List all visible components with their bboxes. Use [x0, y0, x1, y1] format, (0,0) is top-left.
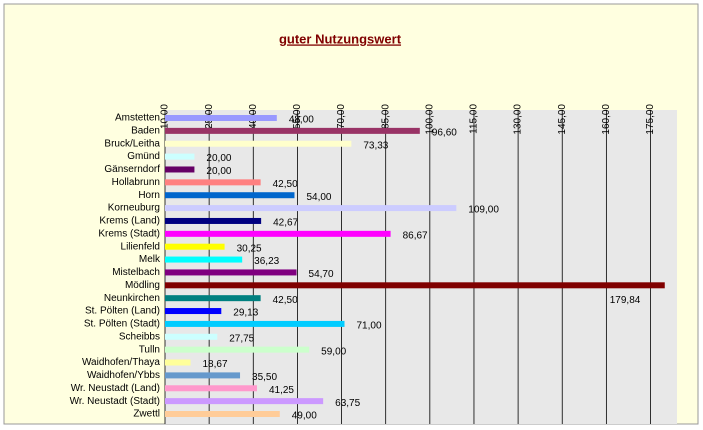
value-label: 42,50	[273, 179, 298, 190]
y-tick-label: Krems (Stadt)	[98, 228, 160, 239]
bar	[165, 115, 277, 121]
value-label: 18,67	[203, 359, 228, 370]
value-label: 27,75	[229, 333, 254, 344]
bar	[165, 308, 222, 315]
y-tick-label: Zwettl	[133, 409, 160, 420]
bar	[165, 359, 191, 366]
y-tick-label: Hollabrunn	[112, 177, 160, 188]
value-label: 54,70	[309, 269, 334, 280]
value-label: 36,23	[254, 256, 279, 267]
x-tick-label: 100,00	[424, 104, 435, 135]
y-tick-label: St. Pölten (Stadt)	[84, 319, 160, 330]
y-tick-label: Tulln	[139, 344, 160, 355]
value-label: 71,00	[356, 321, 381, 332]
bar	[165, 205, 457, 212]
bar	[165, 282, 665, 289]
bar	[165, 166, 195, 173]
bar	[165, 230, 391, 237]
y-tick-label: Wr. Neustadt (Land)	[71, 383, 160, 394]
value-label: 63,75	[335, 398, 360, 409]
bar	[165, 127, 420, 134]
y-tick-label: Wr. Neustadt (Stadt)	[70, 396, 160, 407]
value-label: 29,13	[233, 308, 258, 319]
value-label: 48,00	[289, 115, 314, 126]
value-label: 35,50	[252, 372, 277, 383]
value-label: 49,00	[292, 411, 317, 422]
value-label: 109,00	[468, 205, 499, 216]
y-tick-label: Waidhofen/Ybbs	[87, 370, 160, 381]
y-tick-label: Gänserndorf	[104, 164, 160, 175]
y-tick-label: Bruck/Leitha	[104, 138, 160, 149]
y-tick-label: Gmünd	[127, 151, 160, 162]
bar	[165, 320, 345, 327]
y-tick-label: Lilienfeld	[121, 241, 160, 252]
y-tick-label: Mödling	[125, 280, 160, 291]
bar	[165, 179, 261, 186]
bar	[165, 333, 218, 340]
value-label: 20,00	[206, 166, 231, 177]
bar	[165, 398, 324, 405]
bar	[165, 372, 241, 379]
x-tick-label: 160,00	[601, 104, 612, 135]
y-tick-label: Scheibbs	[119, 331, 160, 342]
x-tick-label: 115,00	[469, 104, 480, 134]
bar	[165, 346, 310, 353]
y-tick-label: Melk	[139, 254, 161, 265]
bar	[165, 269, 297, 276]
bar	[165, 411, 280, 417]
chart-title: guter Nutzungswert	[279, 31, 402, 46]
y-tick-label: Neunkirchen	[104, 293, 160, 304]
bar	[165, 295, 261, 302]
x-tick-label: 55,00	[292, 104, 303, 129]
value-label: 20,00	[206, 153, 231, 164]
value-label: 54,00	[306, 192, 331, 203]
bar	[165, 140, 352, 147]
bar	[165, 243, 225, 250]
value-label: 41,25	[269, 385, 294, 396]
value-label: 96,60	[432, 128, 457, 139]
plot-area	[165, 110, 677, 424]
bar	[165, 385, 257, 392]
value-label: 73,33	[363, 140, 388, 151]
y-tick-label: Mistelbach	[112, 267, 160, 278]
bar	[165, 153, 195, 160]
value-label: 42,67	[273, 218, 298, 229]
y-tick-label: Baden	[131, 126, 160, 137]
bar	[165, 192, 295, 199]
value-label: 30,25	[237, 243, 262, 254]
bar	[165, 217, 262, 224]
x-tick-label: 70,00	[336, 104, 347, 129]
y-tick-label: Horn	[138, 190, 160, 201]
y-tick-label: Waidhofen/Thaya	[82, 357, 160, 368]
value-label: 86,67	[403, 230, 428, 241]
value-label: 42,50	[273, 295, 298, 306]
y-tick-label: St. Pölten (Land)	[85, 306, 160, 317]
bar	[165, 256, 243, 263]
y-tick-label: Korneuburg	[108, 203, 160, 214]
y-tick-label: Amstetten	[115, 113, 160, 124]
x-tick-label: 85,00	[380, 104, 391, 129]
x-tick-label: 175,00	[645, 104, 656, 135]
x-tick-label: 145,00	[557, 104, 568, 135]
x-tick-label: 130,00	[513, 104, 524, 135]
y-tick-label: Krems (Land)	[99, 216, 160, 227]
value-label: 59,00	[321, 346, 346, 357]
value-label: 179,84	[610, 295, 641, 306]
